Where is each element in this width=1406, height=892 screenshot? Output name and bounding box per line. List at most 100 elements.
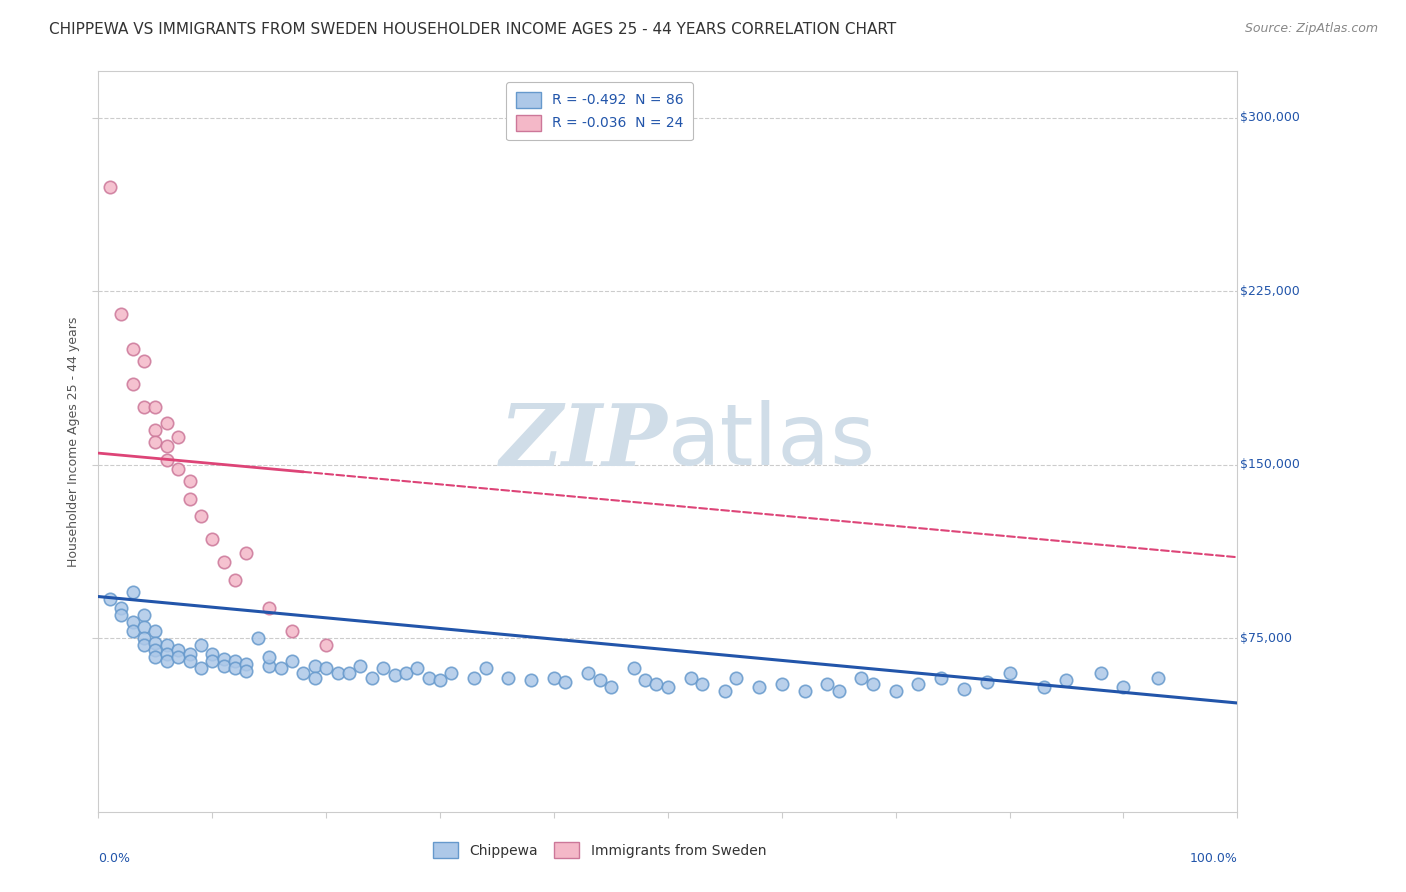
Point: [976, 675, 998, 690]
Point: [304, 659, 326, 673]
Point: [554, 675, 576, 690]
Point: [1112, 680, 1135, 694]
Point: [281, 654, 304, 668]
Point: [98, 591, 121, 606]
Point: [395, 665, 418, 680]
Point: [145, 423, 167, 437]
Point: [907, 677, 929, 691]
Point: [145, 636, 167, 650]
Point: [224, 574, 246, 588]
Point: [156, 648, 179, 662]
Point: [315, 638, 337, 652]
Point: [690, 677, 713, 691]
Point: [132, 353, 155, 368]
Point: [828, 684, 851, 698]
Point: [179, 648, 201, 662]
Point: [145, 649, 167, 664]
Point: [121, 615, 143, 629]
Point: [98, 180, 121, 194]
Legend: Chippewa, Immigrants from Sweden: Chippewa, Immigrants from Sweden: [423, 832, 776, 868]
Point: [418, 671, 440, 685]
Point: [235, 664, 257, 678]
Text: atlas: atlas: [668, 400, 876, 483]
Point: [132, 638, 155, 652]
Point: [110, 307, 132, 321]
Text: 0.0%: 0.0%: [98, 853, 131, 865]
Point: [201, 648, 224, 662]
Point: [201, 532, 224, 546]
Point: [179, 474, 201, 488]
Point: [725, 671, 748, 685]
Point: [167, 642, 190, 657]
Point: [167, 649, 190, 664]
Text: ZIP: ZIP: [501, 400, 668, 483]
Point: [588, 673, 610, 687]
Point: [167, 462, 190, 476]
Point: [998, 665, 1021, 680]
Point: [110, 608, 132, 623]
Point: [634, 673, 657, 687]
Point: [156, 638, 179, 652]
Point: [349, 659, 371, 673]
Point: [645, 677, 668, 691]
Point: [463, 671, 485, 685]
Point: [121, 342, 143, 356]
Text: $150,000: $150,000: [1240, 458, 1299, 471]
Point: [498, 671, 520, 685]
Text: $225,000: $225,000: [1240, 285, 1299, 298]
Point: [132, 619, 155, 633]
Point: [440, 665, 463, 680]
Point: [145, 400, 167, 414]
Text: $75,000: $75,000: [1240, 632, 1292, 645]
Point: [714, 684, 737, 698]
Point: [190, 661, 212, 675]
Point: [793, 684, 815, 698]
Point: [1090, 665, 1112, 680]
Point: [657, 680, 679, 694]
Point: [474, 661, 496, 675]
Point: [748, 680, 770, 694]
Text: CHIPPEWA VS IMMIGRANTS FROM SWEDEN HOUSEHOLDER INCOME AGES 25 - 44 YEARS CORRELA: CHIPPEWA VS IMMIGRANTS FROM SWEDEN HOUSE…: [49, 22, 897, 37]
Point: [121, 624, 143, 639]
Point: [132, 400, 155, 414]
Text: $300,000: $300,000: [1240, 112, 1299, 124]
Point: [145, 434, 167, 449]
Point: [576, 665, 599, 680]
Point: [429, 673, 451, 687]
Point: [623, 661, 645, 675]
Point: [679, 671, 702, 685]
Point: [156, 654, 179, 668]
Point: [520, 673, 543, 687]
Point: [304, 671, 326, 685]
Point: [259, 659, 281, 673]
Point: [953, 682, 976, 697]
Text: 100.0%: 100.0%: [1189, 853, 1237, 865]
Point: [315, 661, 337, 675]
Point: [132, 608, 155, 623]
Point: [145, 624, 167, 639]
Point: [281, 624, 304, 639]
Point: [1146, 671, 1168, 685]
Point: [1054, 673, 1078, 687]
Point: [212, 659, 235, 673]
Point: [190, 638, 212, 652]
Point: [360, 671, 382, 685]
Point: [224, 661, 246, 675]
Point: [384, 668, 406, 682]
Point: [862, 677, 884, 691]
Point: [246, 631, 269, 645]
Point: [235, 545, 257, 560]
Point: [235, 657, 257, 671]
Point: [156, 416, 179, 430]
Point: [337, 665, 360, 680]
Point: [326, 665, 349, 680]
Point: [156, 453, 179, 467]
Point: [201, 654, 224, 668]
Point: [156, 439, 179, 453]
Point: [543, 671, 565, 685]
Y-axis label: Householder Income Ages 25 - 44 years: Householder Income Ages 25 - 44 years: [66, 317, 80, 566]
Point: [179, 492, 201, 507]
Point: [270, 661, 292, 675]
Point: [1032, 680, 1054, 694]
Point: [179, 654, 201, 668]
